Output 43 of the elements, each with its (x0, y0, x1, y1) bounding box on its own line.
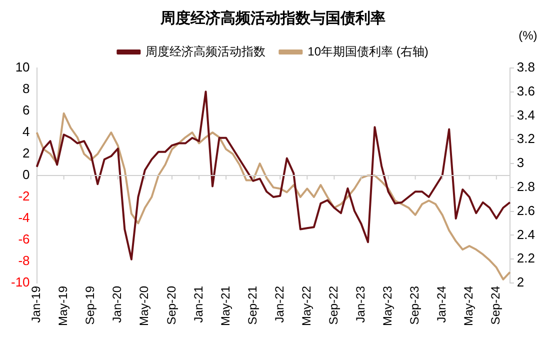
x-tick-label: May-21 (218, 286, 232, 326)
y-tick-label: -10 (10, 274, 30, 290)
y-tick-label: 6 (22, 102, 30, 118)
y-tick-label: -6 (18, 232, 30, 247)
legend-label: 周度经济高频活动指数 (146, 44, 266, 58)
y-tick-label: -8 (18, 253, 30, 268)
y2-tick-label: 2.6 (516, 202, 536, 218)
chart-title: 周度经济高频活动指数与国债利率 (160, 9, 386, 28)
x-tick-label: Sep-21 (245, 286, 260, 325)
x-tick-label: Jan-23 (354, 286, 368, 323)
x-tick-label: Jan-21 (191, 286, 206, 323)
x-tick-label: May-19 (56, 286, 70, 326)
x-tick-label: Sep-20 (164, 286, 178, 325)
y2-tick-label: 3 (516, 155, 524, 170)
x-tick-label: Jan-19 (29, 286, 44, 323)
x-tick-label: Sep-24 (488, 286, 503, 325)
x-tick-label: May-20 (137, 286, 152, 326)
y2-tick-label: 2.8 (516, 179, 536, 194)
y2-tick-label: 2.2 (516, 250, 536, 266)
y-tick-label: 10 (15, 60, 30, 75)
y-tick-label: 4 (22, 124, 30, 140)
y2-tick-label: 3.4 (516, 107, 536, 122)
x-tick-label: Sep-23 (408, 286, 422, 325)
x-tick-label: Jan-24 (434, 286, 449, 323)
x-tick-label: May-23 (380, 286, 395, 326)
y-tick-label: 0 (22, 167, 30, 182)
x-tick-label: Jan-22 (272, 286, 286, 323)
y2-tick-label: 2.4 (516, 226, 536, 242)
y-tick-label: 8 (22, 81, 30, 96)
x-tick-label: Sep-19 (83, 286, 98, 325)
y-tick-label: -2 (18, 188, 30, 204)
x-tick-label: Sep-22 (326, 286, 341, 325)
y2-tick-label: 3.6 (516, 83, 536, 98)
y-tick-label: 2 (22, 146, 30, 161)
y-tick-label: -4 (18, 210, 30, 226)
y2-tick-label: 3.2 (516, 131, 536, 146)
x-tick-label: Jan-20 (110, 286, 124, 323)
x-tick-label: May-22 (299, 286, 314, 326)
y2-tick-label: 2 (516, 274, 524, 290)
x-tick-label: May-24 (462, 286, 476, 326)
legend-label: 10年期国债利率 (右轴) (308, 44, 428, 58)
y2-axis-title: (%) (518, 28, 538, 42)
y2-tick-label: 3.8 (516, 60, 536, 75)
